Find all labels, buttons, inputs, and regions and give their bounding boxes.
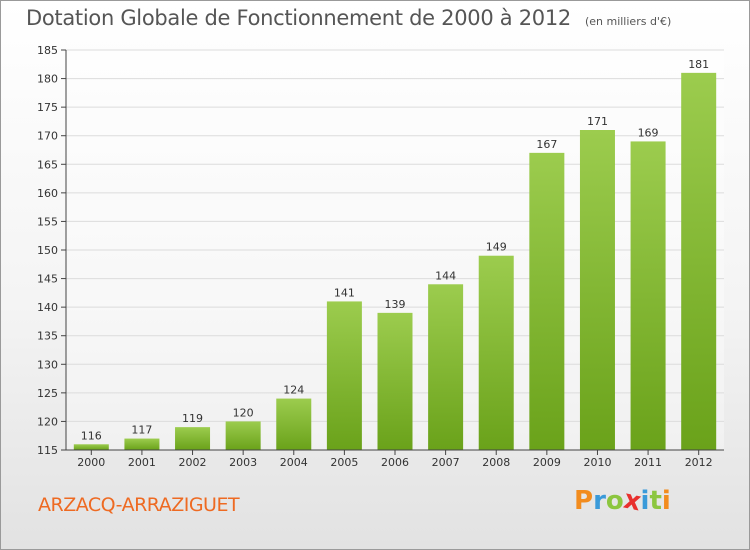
y-tick-label: 170	[37, 130, 58, 143]
y-tick-label: 160	[37, 187, 58, 200]
logo-letter: i	[661, 486, 671, 516]
chart-title: Dotation Globale de Fonctionnement de 20…	[26, 6, 671, 30]
y-tick-label: 115	[37, 444, 58, 457]
logo-letter: o	[605, 486, 624, 516]
bar-value-label: 124	[283, 384, 304, 397]
bar-2010	[579, 130, 615, 450]
proxiti-logo: Proxiti	[574, 485, 671, 518]
bar-2000	[73, 444, 109, 450]
bar-value-label: 117	[131, 424, 152, 437]
x-tick-label: 2007	[432, 456, 460, 469]
logo-letter: i	[640, 486, 650, 516]
bar-2008	[478, 255, 514, 450]
bar-value-label: 171	[587, 115, 608, 128]
bar-2004	[276, 398, 312, 450]
x-tick-label: 2005	[330, 456, 358, 469]
bar-2002	[175, 427, 211, 450]
bar-value-label: 169	[638, 126, 659, 139]
bar-value-label: 144	[435, 269, 456, 282]
bar-value-label: 149	[486, 241, 507, 254]
y-tick-label: 150	[37, 244, 58, 257]
y-tick-label: 135	[37, 330, 58, 343]
x-tick-label: 2008	[482, 456, 510, 469]
y-tick-label: 120	[37, 415, 58, 428]
logo-letter: t	[649, 486, 662, 516]
y-tick-label: 130	[37, 358, 58, 371]
x-tick-label: 2010	[583, 456, 611, 469]
x-tick-label: 2006	[381, 456, 409, 469]
bar-2005	[326, 301, 362, 450]
commune-name: ARZACQ-ARRAZIGUET	[38, 494, 240, 516]
bar-value-label: 141	[334, 286, 355, 299]
x-tick-label: 2003	[229, 456, 257, 469]
x-tick-label: 2012	[685, 456, 713, 469]
bar-2001	[124, 438, 160, 450]
bar-value-label: 167	[536, 138, 557, 151]
x-tick-label: 2000	[77, 456, 105, 469]
y-tick-label: 140	[37, 301, 58, 314]
chart-subtitle: (en milliers d'€)	[584, 15, 672, 28]
y-tick-label: 180	[37, 73, 58, 86]
y-tick-label: 165	[37, 158, 58, 171]
bar-value-label: 119	[182, 412, 203, 425]
logo-letter: P	[574, 486, 594, 516]
y-tick-label: 175	[37, 101, 58, 114]
x-tick-label: 2011	[634, 456, 662, 469]
x-tick-label: 2001	[128, 456, 156, 469]
bar-2007	[428, 284, 464, 450]
logo-letter: r	[593, 486, 606, 516]
y-tick-label: 155	[37, 215, 58, 228]
bar-2003	[225, 421, 261, 450]
bar-2009	[529, 152, 565, 450]
x-tick-label: 2004	[280, 456, 308, 469]
x-tick-label: 2002	[179, 456, 207, 469]
bar-2011	[630, 141, 666, 450]
bar-2006	[377, 312, 413, 450]
bar-value-label: 139	[385, 298, 406, 311]
chart-title-text: Dotation Globale de Fonctionnement de 20…	[26, 6, 571, 30]
bar-value-label: 120	[233, 406, 254, 419]
x-tick-label: 2009	[533, 456, 561, 469]
y-tick-label: 125	[37, 387, 58, 400]
bar-value-label: 181	[688, 58, 709, 71]
y-tick-label: 185	[37, 44, 58, 57]
y-tick-label: 145	[37, 273, 58, 286]
bar-2012	[681, 72, 717, 450]
bar-value-label: 116	[81, 429, 102, 442]
